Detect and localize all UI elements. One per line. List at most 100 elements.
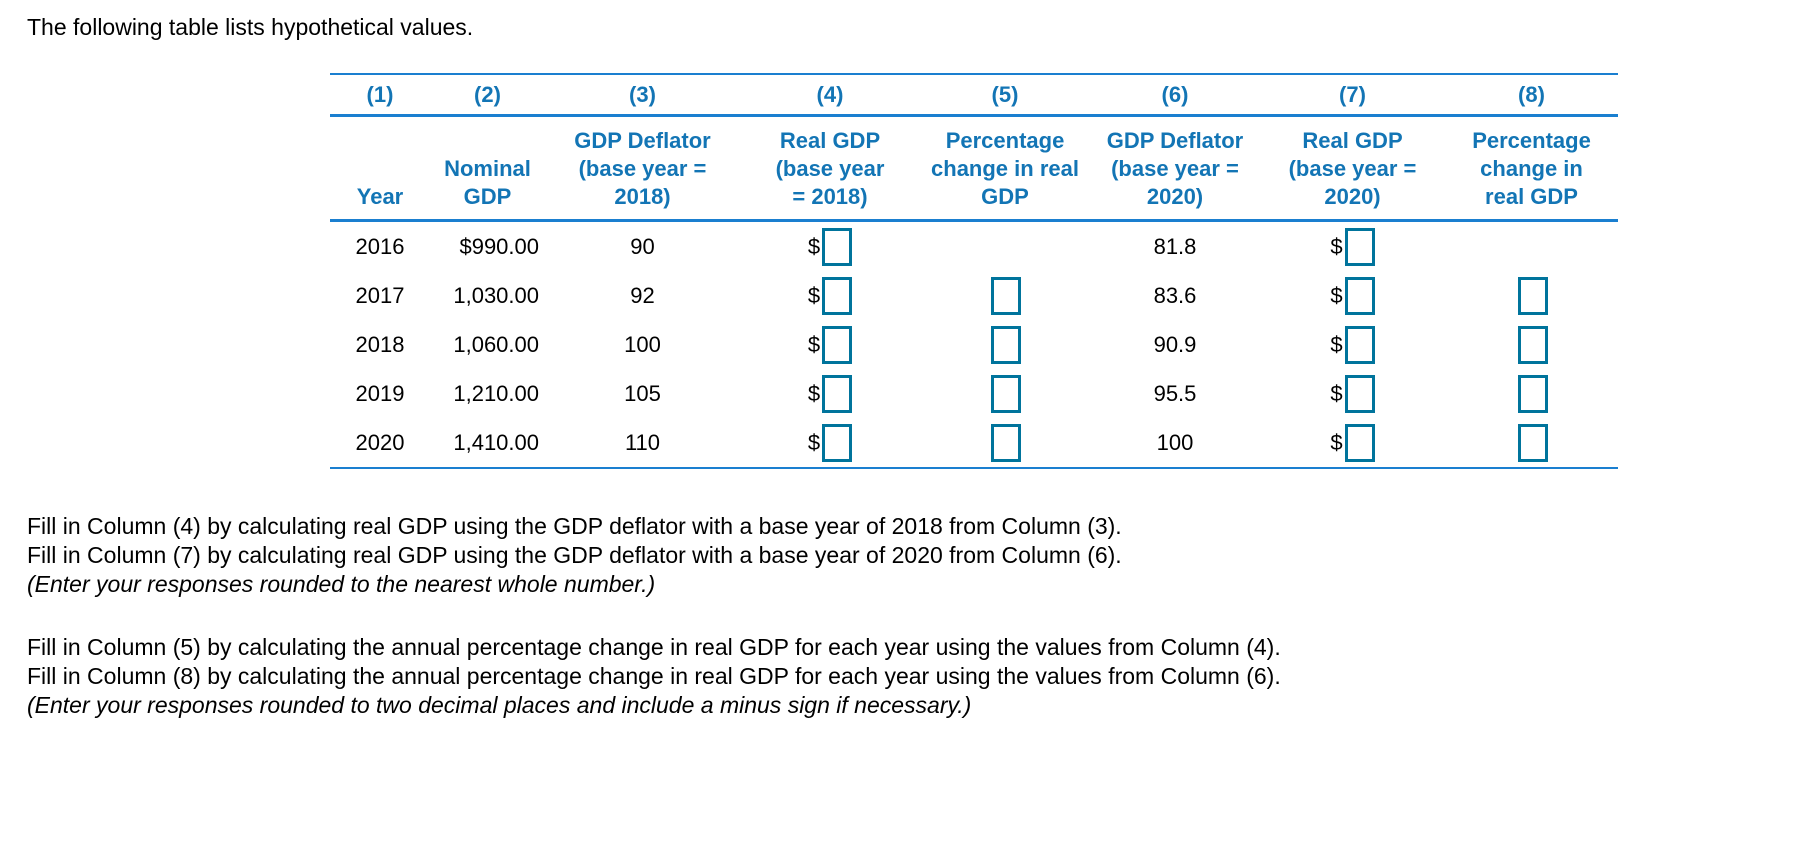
real-gdp-2020-input-2016[interactable] (1344, 227, 1375, 266)
currency-symbol: $ (1330, 380, 1343, 406)
deflator-2018-cell: 92 (630, 282, 655, 308)
gdp-table: (1) (2) (3) (4) (5) (6) (7) (8) Year Nom… (330, 73, 1618, 469)
column-number-2: (2) (430, 73, 545, 117)
column-number-6: (6) (1090, 73, 1260, 117)
real-gdp-2020-input-2019[interactable] (1344, 374, 1375, 413)
deflator-2018-cell: 105 (624, 380, 661, 406)
real-gdp-2018-cell: $ (740, 369, 920, 418)
gdp-table-container: (1) (2) (3) (4) (5) (6) (7) (8) Year Nom… (330, 73, 1618, 469)
pct-change-2018-cell (920, 369, 1090, 418)
instruction-group-real-gdp: Fill in Column (4) by calculating real G… (27, 512, 1281, 599)
pct-change-2020-cell (1445, 221, 1618, 272)
deflator-2018-cell: 90 (630, 233, 655, 259)
real-gdp-2020-cell: $ (1260, 418, 1445, 469)
pct-change-2020-input-2019[interactable] (1517, 374, 1548, 413)
column-header-deflator-2020: GDP Deflator (base year = 2020) (1090, 115, 1260, 222)
currency-symbol: $ (807, 233, 821, 259)
real-gdp-2018-cell: $ (740, 221, 920, 272)
nominal-gdp-cell: 1,060.00 (453, 331, 539, 357)
real-gdp-2018-input-2017[interactable] (822, 276, 853, 315)
column-number-1: (1) (330, 73, 430, 117)
column-number-row: (1) (2) (3) (4) (5) (6) (7) (8) (330, 73, 1618, 117)
column-number-8: (8) (1445, 73, 1618, 117)
real-gdp-2018-cell: $ (740, 418, 920, 469)
year-cell: 2020 (330, 418, 430, 469)
real-gdp-2018-input-2016[interactable] (822, 227, 853, 266)
table-row-2019: 2019 1,210.00 105 $ 95.5 $ (330, 369, 1618, 418)
column-header-pct-change-2018: Percentage change in real GDP (920, 115, 1090, 222)
pct-change-2018-cell (920, 271, 1090, 320)
column-header-deflator-2018: GDP Deflator (base year = 2018) (545, 115, 740, 222)
real-gdp-2018-cell: $ (740, 320, 920, 369)
currency-symbol: $ (807, 331, 821, 357)
nominal-gdp-cell: 1,210.00 (453, 380, 539, 406)
pct-change-2020-cell (1445, 418, 1618, 469)
real-gdp-2018-input-2018[interactable] (822, 325, 853, 364)
column-number-4: (4) (740, 73, 920, 117)
nominal-gdp-cell: 1,410.00 (430, 418, 545, 469)
intro-text: The following table lists hypothetical v… (27, 14, 474, 40)
pct-change-2020-input-2018[interactable] (1517, 325, 1548, 364)
instructions: Fill in Column (4) by calculating real G… (27, 512, 1281, 720)
deflator-2018-cell: 100 (624, 331, 661, 357)
pct-change-2018-input-2017[interactable] (991, 276, 1021, 315)
real-gdp-2018-cell: $ (740, 271, 920, 320)
currency-symbol: $ (1330, 331, 1343, 357)
real-gdp-2020-cell: $ (1260, 320, 1445, 369)
year-cell: 2017 (355, 282, 405, 308)
instruction-line: Fill in Column (4) by calculating real G… (27, 513, 1122, 539)
real-gdp-2020-cell: $ (1260, 271, 1445, 320)
deflator-2020-cell: 100 (1090, 418, 1260, 469)
column-header-nominal-gdp: Nominal GDP (430, 115, 545, 222)
column-number-5: (5) (920, 73, 1090, 117)
year-cell: 2016 (355, 233, 405, 259)
column-number-3: (3) (545, 73, 740, 117)
column-number-7: (7) (1260, 73, 1445, 117)
pct-change-2018-input-2020[interactable] (991, 423, 1021, 462)
deflator-2018-cell: 110 (545, 418, 740, 469)
instruction-note: (Enter your responses rounded to two dec… (27, 692, 972, 718)
real-gdp-2020-input-2017[interactable] (1344, 276, 1375, 315)
real-gdp-2018-input-2020[interactable] (822, 423, 853, 462)
pct-change-2020-cell (1445, 369, 1618, 418)
table-row-2020: 2020 1,410.00 110 $ 100 $ (330, 418, 1618, 469)
table-row-2016: 2016 $990.00 90 $ 81.8 $ (330, 221, 1618, 272)
currency-symbol: $ (807, 380, 821, 406)
instruction-note: (Enter your responses rounded to the nea… (27, 571, 656, 597)
currency-symbol: $ (1330, 233, 1343, 259)
real-gdp-2020-cell: $ (1260, 369, 1445, 418)
table-row-2017: 2017 1,030.00 92 $ 83.6 $ (330, 271, 1618, 320)
nominal-gdp-cell: 1,030.00 (453, 282, 539, 308)
pct-change-2018-cell (920, 221, 1090, 272)
column-header-row: Year Nominal GDP GDP Deflator (base year… (330, 115, 1618, 222)
pct-change-2020-cell (1445, 320, 1618, 369)
instruction-line: Fill in Column (7) by calculating real G… (27, 542, 1122, 568)
currency-symbol: $ (807, 282, 821, 308)
column-header-real-gdp-2020: Real GDP (base year = 2020) (1260, 115, 1445, 222)
real-gdp-2018-input-2019[interactable] (822, 374, 853, 413)
currency-symbol: $ (1330, 282, 1343, 308)
deflator-2020-cell: 83.6 (1153, 282, 1197, 308)
pct-change-2018-input-2019[interactable] (991, 374, 1021, 413)
pct-change-2018-cell (920, 418, 1090, 469)
year-cell: 2018 (355, 331, 405, 357)
pct-change-2018-cell (920, 320, 1090, 369)
deflator-2020-cell: 95.5 (1153, 380, 1197, 406)
real-gdp-2020-cell: $ (1260, 221, 1445, 272)
currency-symbol: $ (807, 429, 821, 455)
pct-change-2020-input-2017[interactable] (1517, 276, 1548, 315)
instruction-line: Fill in Column (5) by calculating the an… (27, 634, 1281, 660)
column-header-real-gdp-2018: Real GDP (base year = 2018) (740, 115, 920, 222)
table-row-2018: 2018 1,060.00 100 $ 90.9 $ (330, 320, 1618, 369)
real-gdp-2020-input-2020[interactable] (1344, 423, 1375, 462)
nominal-gdp-cell: $990.00 (459, 233, 539, 259)
real-gdp-2020-input-2018[interactable] (1344, 325, 1375, 364)
year-cell: 2019 (355, 380, 405, 406)
pct-change-2018-input-2018[interactable] (991, 325, 1021, 364)
deflator-2020-cell: 81.8 (1153, 233, 1197, 259)
currency-symbol: $ (1330, 429, 1343, 455)
instruction-line: Fill in Column (8) by calculating the an… (27, 663, 1281, 689)
column-header-pct-change-2020: Percentage change in real GDP (1445, 115, 1618, 222)
pct-change-2020-input-2020[interactable] (1517, 423, 1548, 462)
deflator-2020-cell: 90.9 (1153, 331, 1197, 357)
